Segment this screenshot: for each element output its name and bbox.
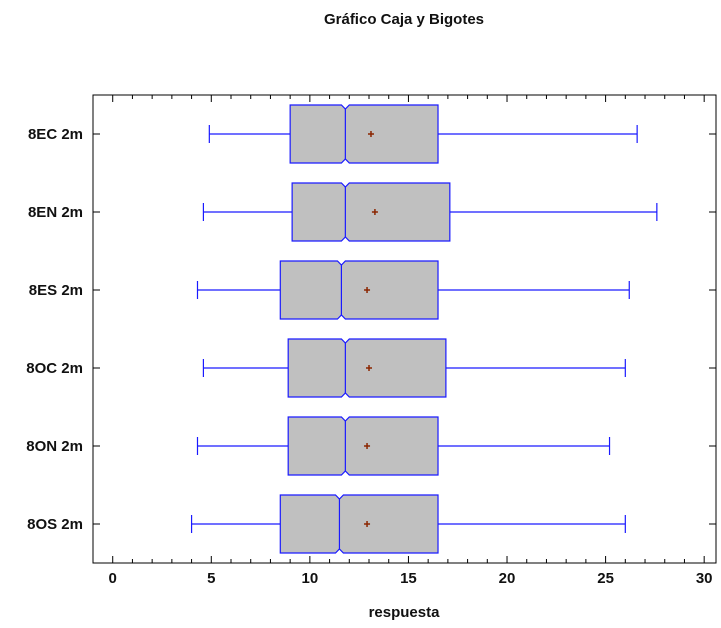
iqr-box xyxy=(287,416,439,476)
category-label: 8ON 2m xyxy=(26,438,83,455)
box-0 xyxy=(208,104,638,164)
x-tick-label: 25 xyxy=(597,570,614,587)
box-2 xyxy=(196,260,630,320)
iqr-box xyxy=(291,182,451,242)
x-tick-label: 30 xyxy=(696,570,713,587)
category-label: 8EC 2m xyxy=(28,126,83,143)
x-tick-label: 0 xyxy=(109,570,117,587)
box-1 xyxy=(202,182,658,242)
iqr-box xyxy=(279,494,439,554)
x-tick-label: 10 xyxy=(302,570,319,587)
category-label: 8OS 2m xyxy=(27,516,83,533)
iqr-box xyxy=(289,104,439,164)
x-tick-label: 20 xyxy=(499,570,516,587)
plot-frame xyxy=(92,94,717,564)
category-label: 8ES 2m xyxy=(29,282,83,299)
x-axis-ticks: 0 5 10 15 20 25 30 xyxy=(109,95,713,587)
category-label: 8EN 2m xyxy=(28,204,83,221)
box-3 xyxy=(202,338,626,398)
category-label: 8OC 2m xyxy=(26,360,83,377)
box-5 xyxy=(190,494,626,554)
box-4 xyxy=(196,416,611,476)
x-axis-label: respuesta xyxy=(369,604,441,621)
x-tick-label: 5 xyxy=(207,570,215,587)
iqr-box xyxy=(279,260,439,320)
boxes-layer xyxy=(190,104,658,554)
chart-title: Gráfico Caja y Bigotes xyxy=(324,11,484,28)
category-labels: 8EC 2m 8EN 2m 8ES 2m 8OC 2m 8ON 2m 8OS 2m xyxy=(26,126,716,533)
x-tick-label: 15 xyxy=(400,570,417,587)
